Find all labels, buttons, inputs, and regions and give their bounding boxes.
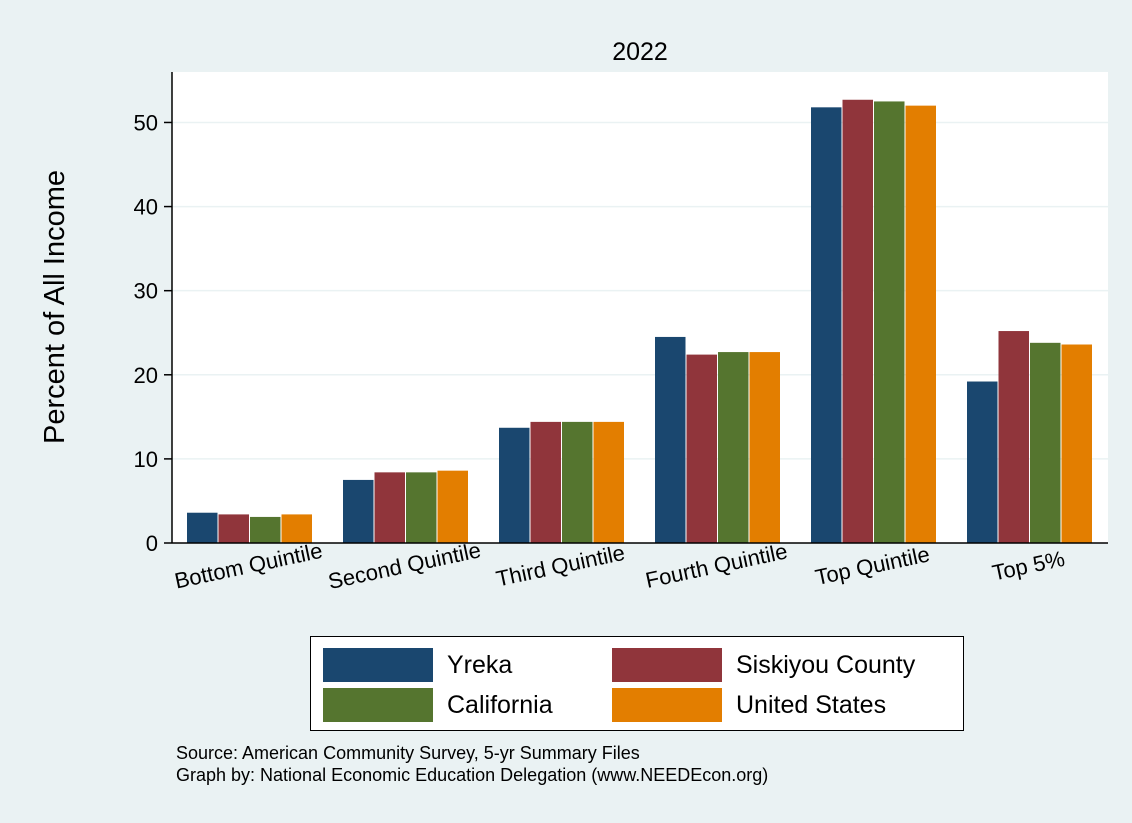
- bar: [187, 512, 218, 543]
- bar: [218, 514, 249, 543]
- bar: [343, 479, 374, 543]
- source-line: Source: American Community Survey, 5-yr …: [176, 743, 640, 763]
- y-axis-label: Percent of All Income: [39, 170, 71, 444]
- graph-by-line: Graph by: National Economic Education De…: [176, 765, 769, 785]
- bar: [967, 381, 998, 543]
- bar: [1030, 342, 1061, 543]
- bar: [281, 514, 312, 543]
- bar: [874, 101, 905, 543]
- legend-label-california: California: [447, 690, 553, 719]
- legend-label-siskiyou-county: Siskiyou County: [736, 650, 916, 679]
- bar: [749, 352, 780, 543]
- x-tick-label: Third Quintile: [494, 540, 627, 592]
- legend-swatch-yreka: [323, 648, 433, 682]
- y-tick-label: 20: [134, 363, 158, 388]
- y-tick-label: 0: [146, 531, 158, 556]
- bar: [811, 107, 842, 543]
- legend-label-united-states: United States: [736, 690, 887, 719]
- source-note: Source: American Community Survey, 5-yr …: [176, 742, 768, 786]
- bar: [437, 470, 468, 543]
- y-tick-label: 40: [134, 195, 158, 220]
- legend-swatch-siskiyou-county: [612, 648, 722, 682]
- bar: [374, 472, 405, 543]
- bar: [998, 331, 1029, 543]
- bar: [250, 516, 281, 543]
- legend-item-siskiyou-county: Siskiyou County: [612, 645, 915, 685]
- legend: Yreka Siskiyou County California United …: [310, 636, 964, 731]
- legend-item-united-states: United States: [612, 685, 886, 725]
- x-tick-label: Top 5%: [990, 546, 1067, 586]
- bar: [655, 336, 686, 543]
- y-tick-label: 50: [134, 110, 158, 135]
- bar: [1061, 344, 1092, 543]
- bars: [187, 99, 1092, 544]
- bar: [593, 421, 624, 543]
- chart-title: 2022: [612, 38, 668, 66]
- bar: [905, 105, 936, 544]
- y-tick-label: 30: [134, 279, 158, 304]
- x-tick-label: Second Quintile: [326, 537, 483, 594]
- legend-label-yreka: Yreka: [447, 650, 513, 679]
- legend-item-california: California: [323, 685, 553, 725]
- bar: [842, 99, 873, 543]
- bar: [406, 472, 437, 543]
- gridlines: [172, 121, 1108, 460]
- legend-swatch-california: [323, 688, 433, 722]
- legend-item-yreka: Yreka: [323, 645, 512, 685]
- legend-swatch-united-states: [612, 688, 722, 722]
- bar: [499, 427, 530, 543]
- bar: [562, 421, 593, 543]
- bar: [718, 352, 749, 543]
- x-tick-label: Bottom Quintile: [172, 538, 324, 594]
- plot-area: [172, 72, 1108, 543]
- x-tick-label: Top Quintile: [813, 541, 932, 590]
- bar: [686, 354, 717, 543]
- x-tick-label: Fourth Quintile: [643, 538, 789, 592]
- bar: [530, 421, 561, 543]
- y-tick-label: 10: [134, 447, 158, 472]
